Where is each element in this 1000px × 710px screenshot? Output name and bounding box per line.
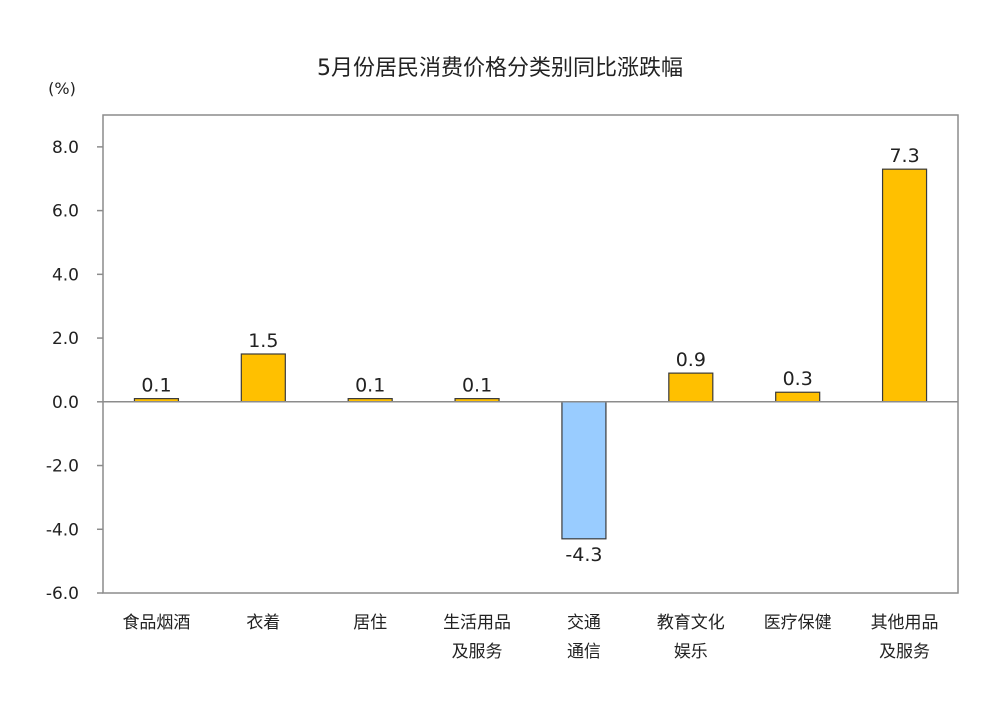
y-tick-label: -4.0 (46, 520, 79, 540)
bar (240, 353, 286, 403)
y-tick-label: -2.0 (46, 457, 79, 477)
x-tick-label: 教育文化 (657, 613, 725, 633)
bar (881, 168, 928, 403)
bar (668, 372, 714, 403)
x-tick-label: 及服务 (879, 642, 930, 662)
x-tick-label: 其他用品 (871, 613, 939, 633)
x-tick-label: 交通 (567, 613, 601, 633)
x-tick-label: 及服务 (452, 642, 503, 662)
data-label: 1.5 (248, 330, 278, 352)
y-axis-unit: (%) (48, 79, 76, 98)
x-tick-label: 娱乐 (674, 642, 708, 662)
bar (775, 391, 821, 403)
y-tick-label: 6.0 (52, 202, 79, 222)
y-tick-label: 8.0 (52, 138, 79, 158)
x-tick-label: 生活用品 (443, 613, 511, 633)
y-tick-label: 4.0 (52, 265, 79, 285)
data-label: -4.3 (565, 544, 602, 566)
y-tick-label: 0.0 (52, 393, 79, 413)
chart-title: 5月份居民消费价格分类别同比涨跌幅 (317, 56, 683, 81)
y-tick-label: -6.0 (46, 584, 79, 604)
data-label: 0.1 (141, 375, 171, 397)
data-label: 0.3 (783, 368, 813, 390)
x-tick-label: 食品烟酒 (122, 613, 190, 633)
data-label: 7.3 (889, 145, 919, 167)
data-label: 0.1 (355, 375, 385, 397)
bar (561, 401, 607, 540)
x-tick-label: 医疗保健 (764, 613, 832, 633)
data-label: 0.9 (676, 349, 706, 371)
x-tick-label: 居住 (353, 613, 387, 633)
data-label: 0.1 (462, 375, 492, 397)
x-tick-label: 衣着 (246, 613, 280, 633)
x-tick-label: 通信 (567, 642, 601, 662)
plot-frame (102, 114, 959, 594)
y-tick-label: 2.0 (52, 329, 79, 349)
